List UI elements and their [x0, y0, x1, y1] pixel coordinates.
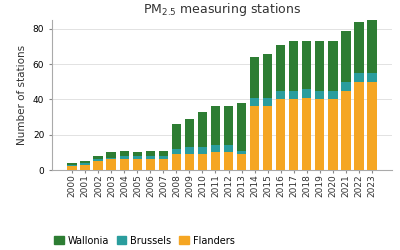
- Bar: [94, 160, 103, 161]
- Bar: [224, 152, 233, 170]
- Bar: [198, 112, 207, 147]
- Bar: [106, 160, 116, 170]
- Y-axis label: Number of stations: Number of stations: [17, 45, 27, 145]
- Title: PM$_{2.5}$ measuring stations: PM$_{2.5}$ measuring stations: [143, 1, 301, 18]
- Bar: [94, 156, 103, 160]
- Bar: [354, 22, 364, 73]
- Bar: [198, 147, 207, 154]
- Bar: [224, 106, 233, 145]
- Bar: [315, 100, 324, 170]
- Bar: [68, 166, 77, 170]
- Bar: [354, 82, 364, 170]
- Bar: [237, 154, 246, 170]
- Bar: [68, 165, 77, 166]
- Bar: [367, 82, 376, 170]
- Bar: [211, 152, 220, 170]
- Bar: [120, 150, 129, 156]
- Bar: [146, 156, 155, 160]
- Bar: [302, 98, 312, 170]
- Bar: [276, 45, 286, 90]
- Bar: [276, 90, 286, 100]
- Bar: [315, 41, 324, 90]
- Bar: [80, 165, 90, 170]
- Bar: [80, 163, 90, 165]
- Bar: [184, 119, 194, 147]
- Bar: [211, 145, 220, 152]
- Bar: [120, 160, 129, 170]
- Bar: [146, 150, 155, 156]
- Bar: [224, 145, 233, 152]
- Bar: [198, 154, 207, 170]
- Bar: [120, 156, 129, 160]
- Bar: [328, 41, 338, 90]
- Bar: [132, 156, 142, 160]
- Bar: [146, 160, 155, 170]
- Bar: [341, 90, 350, 170]
- Bar: [289, 100, 298, 170]
- Bar: [158, 150, 168, 156]
- Bar: [184, 154, 194, 170]
- Bar: [106, 158, 116, 160]
- Bar: [250, 106, 260, 170]
- Bar: [341, 82, 350, 90]
- Legend: Wallonia, Brussels, Flanders: Wallonia, Brussels, Flanders: [50, 232, 239, 250]
- Bar: [367, 20, 376, 73]
- Bar: [328, 100, 338, 170]
- Bar: [106, 152, 116, 158]
- Bar: [184, 147, 194, 154]
- Bar: [263, 98, 272, 106]
- Bar: [250, 57, 260, 98]
- Bar: [250, 98, 260, 106]
- Bar: [276, 100, 286, 170]
- Bar: [237, 150, 246, 154]
- Bar: [328, 90, 338, 100]
- Bar: [289, 41, 298, 90]
- Bar: [68, 163, 77, 165]
- Bar: [172, 124, 181, 149]
- Bar: [80, 161, 90, 163]
- Bar: [132, 152, 142, 156]
- Bar: [302, 89, 312, 98]
- Bar: [315, 90, 324, 100]
- Bar: [172, 149, 181, 154]
- Bar: [263, 54, 272, 98]
- Bar: [94, 161, 103, 170]
- Bar: [354, 73, 364, 82]
- Bar: [211, 106, 220, 145]
- Bar: [132, 160, 142, 170]
- Bar: [158, 156, 168, 160]
- Bar: [302, 41, 312, 89]
- Bar: [341, 30, 350, 82]
- Bar: [263, 106, 272, 170]
- Bar: [289, 90, 298, 100]
- Bar: [367, 73, 376, 82]
- Bar: [172, 154, 181, 170]
- Bar: [158, 160, 168, 170]
- Bar: [237, 103, 246, 150]
